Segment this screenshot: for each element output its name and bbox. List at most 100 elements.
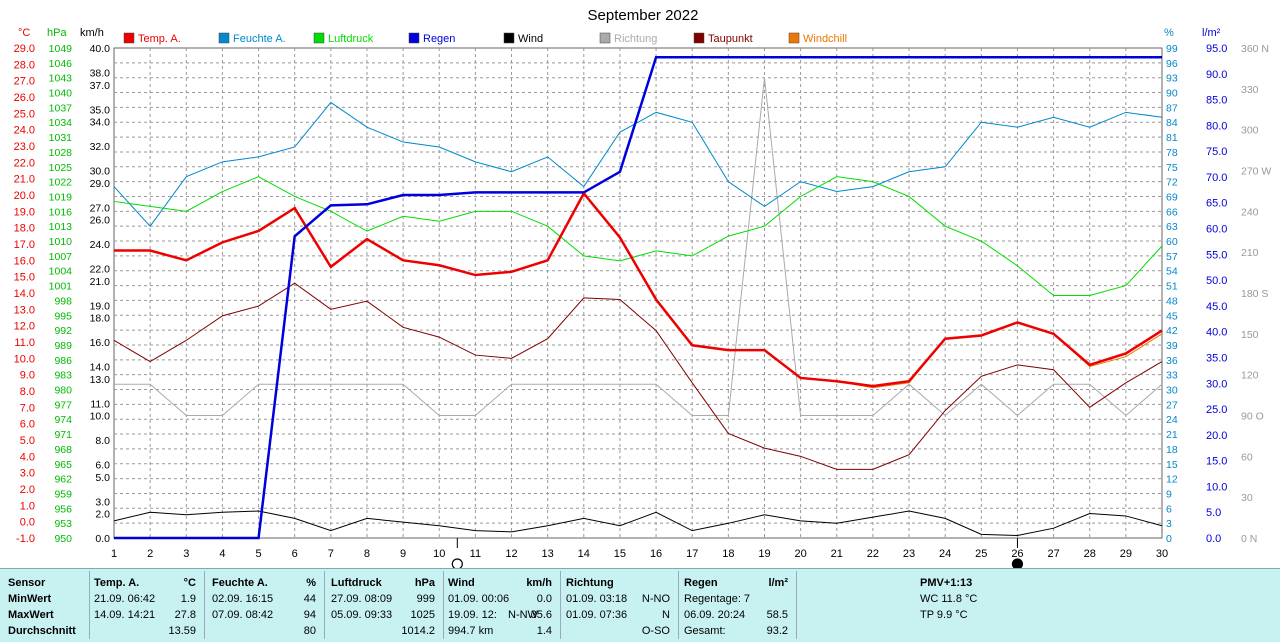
wind-tick-label: 30.0: [90, 166, 111, 178]
stats-pmv-title: PMV+1:13: [920, 577, 973, 589]
pressure-axis-unit: hPa: [47, 27, 67, 39]
plot-frame: [113, 47, 1163, 539]
humidity-tick-label: 90: [1166, 88, 1178, 100]
temp-tick-label: 3.0: [20, 468, 35, 480]
direction-tick-label: 330: [1241, 84, 1259, 96]
x-tick-label: 3: [183, 548, 189, 560]
rain-tick-label: 20.0: [1206, 430, 1227, 442]
direction-tick-label: 300: [1241, 125, 1259, 137]
wind-tick-label: 27.0: [90, 202, 111, 214]
stats-pressure-min-time: 27.09. 08:09: [331, 593, 393, 605]
rain-tick-label: 60.0: [1206, 224, 1227, 236]
pressure-tick-label: 1031: [49, 132, 73, 144]
stats-direction-min-value: N-NO: [641, 593, 670, 605]
stats-direction-avg: O-SO: [641, 625, 670, 637]
stats-pressure-max-value: 1025: [410, 609, 435, 621]
pressure-tick-label: 1001: [49, 281, 73, 293]
legend-swatch-direction: [599, 32, 611, 44]
pressure-tick-label: 1010: [49, 236, 73, 248]
wind-tick-label: 21.0: [90, 276, 111, 288]
temp-tick-label: 13.0: [14, 304, 35, 316]
x-tick-label: 4: [219, 548, 225, 560]
humidity-tick-label: 60: [1166, 236, 1178, 248]
divider: [89, 571, 90, 639]
wind-tick-label: 22.0: [90, 264, 111, 276]
legend-swatch-pressure: [313, 32, 325, 44]
rain-tick-label: 55.0: [1206, 249, 1227, 261]
x-tick-label: 15: [614, 548, 626, 560]
humidity-tick-label: 39: [1166, 340, 1178, 352]
stats-direction-max-time: 01.09. 07:36: [566, 609, 628, 621]
humidity-tick-label: 30: [1166, 385, 1178, 397]
humidity-tick-label: 42: [1166, 325, 1178, 337]
full-moon-icon: [451, 558, 463, 568]
pressure-tick-label: 965: [54, 459, 72, 471]
pressure-tick-label: 1028: [49, 147, 73, 159]
x-tick-label: 20: [794, 548, 806, 560]
humidity-tick-label: 99: [1166, 43, 1178, 55]
x-tick-label: 27: [1047, 548, 1059, 560]
stats-wind-min-value: 0.0: [536, 593, 552, 605]
legend: Temp. A. Feuchte A. Luftdruck Regen Wind Rich…: [123, 32, 847, 45]
pressure-tick-label: 1025: [49, 162, 73, 174]
series-line-temp: [114, 191, 1163, 388]
legend-label-direction: Richtung: [614, 33, 657, 45]
rain-tick-label: 25.0: [1206, 404, 1227, 416]
temp-tick-label: 22.0: [14, 157, 35, 169]
temp-tick-label: 17.0: [14, 239, 35, 251]
x-tick-label: 30: [1156, 548, 1168, 560]
direction-tick-label: 0 N: [1241, 533, 1257, 545]
stats-rain-total-label: Gesamt:: [684, 625, 726, 637]
humidity-tick-label: 51: [1166, 281, 1178, 293]
rain-tick-label: 50.0: [1206, 275, 1227, 287]
stats-avg-label: Durchschnitt: [8, 625, 76, 637]
temp-tick-label: 19.0: [14, 206, 35, 218]
rain-tick-label: 80.0: [1206, 120, 1227, 132]
x-tick-label: 26: [1011, 548, 1023, 560]
temp-tick-label: 25.0: [14, 108, 35, 120]
humidity-tick-label: 12: [1166, 474, 1178, 486]
temp-axis-unit: °C: [18, 27, 30, 39]
stats-rain-title: Regen: [684, 577, 718, 589]
stats-pressure-avg: 1014.2: [401, 625, 435, 637]
x-tick-label: 5: [255, 548, 261, 560]
rain-tick-label: 75.0: [1206, 146, 1227, 158]
direction-tick-label: 240: [1241, 206, 1259, 218]
humidity-tick-label: 6: [1166, 503, 1172, 515]
humidity-tick-label: 66: [1166, 206, 1178, 218]
rain-tick-label: 35.0: [1206, 352, 1227, 364]
stats-rain-max-value: 58.5: [766, 609, 788, 621]
legend-swatch-rain: [408, 32, 420, 44]
wind-tick-label: 29.0: [90, 178, 111, 190]
stats-temp-max-value: 27.8: [174, 609, 196, 621]
pressure-tick-label: 1004: [49, 266, 73, 278]
humidity-tick-label: 9: [1166, 488, 1172, 500]
legend-swatch-windchill: [788, 32, 800, 44]
series-lines: [113, 56, 1163, 540]
wind-tick-label: 18.0: [90, 313, 111, 325]
wind-tick-label: 19.0: [90, 300, 111, 312]
series-line-direction: [114, 77, 1163, 417]
humidity-tick-label: 0: [1166, 533, 1172, 545]
wind-tick-label: 10.0: [90, 411, 111, 423]
pressure-tick-label: 1007: [49, 251, 73, 263]
rain-tick-label: 30.0: [1206, 378, 1227, 390]
pressure-tick-label: 1040: [49, 88, 73, 100]
legend-swatch-temp: [123, 32, 135, 44]
temp-tick-label: 29.0: [14, 43, 35, 55]
pressure-tick-label: 998: [54, 295, 72, 307]
rain-tick-label: 15.0: [1206, 456, 1227, 468]
stats-temp-avg: 13.59: [168, 625, 196, 637]
humidity-tick-label: 36: [1166, 355, 1178, 367]
stats-rain-column: Regen l/m² Regentage: 7 06.09. 20:24 58.…: [684, 573, 792, 639]
pressure-tick-label: 950: [54, 533, 72, 545]
legend-swatch-humidity: [218, 32, 230, 44]
stats-rain-max-time: 06.09. 20:24: [684, 609, 746, 621]
stats-pressure-unit: hPa: [414, 577, 435, 589]
wind-tick-label: 32.0: [90, 141, 111, 153]
stats-humidity-avg: 80: [303, 625, 316, 637]
temp-tick-label: 28.0: [14, 59, 35, 71]
pressure-tick-label: 1046: [49, 58, 73, 70]
x-tick-label: 9: [400, 548, 406, 560]
rain-tick-label: 95.0: [1206, 43, 1227, 55]
